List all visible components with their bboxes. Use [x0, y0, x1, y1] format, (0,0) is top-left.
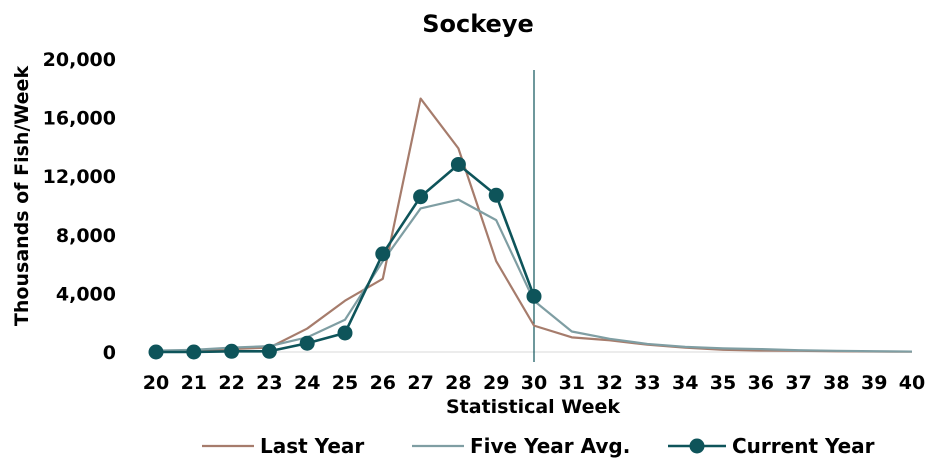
data-point	[337, 325, 353, 341]
x-tick-label: 29	[483, 372, 509, 394]
data-point	[450, 156, 466, 172]
y-tick-label: 0	[103, 342, 116, 364]
x-axis-label: Statistical Week	[446, 396, 620, 418]
y-tick-label: 12,000	[43, 166, 116, 188]
y-axis-label: Thousands of Fish/Week	[11, 66, 33, 327]
x-tick-label: 21	[181, 372, 207, 394]
x-tick-label: 32	[596, 372, 622, 394]
x-tick-label: 25	[332, 372, 358, 394]
x-tick-label: 37	[785, 372, 811, 394]
data-point	[148, 344, 164, 360]
x-tick-label: 33	[634, 372, 660, 394]
x-tick-label: 26	[370, 372, 396, 394]
data-point	[488, 187, 504, 203]
x-tick-label: 30	[521, 372, 547, 394]
x-tick-label: 38	[823, 372, 849, 394]
x-tick-label: 20	[143, 372, 169, 394]
y-tick-label: 20,000	[43, 49, 116, 71]
x-tick-label: 27	[407, 372, 433, 394]
x-axis-ticks: 20 21 22 23 24 25 26 27 28 29 30 31 32 33 34 35 36 37 38 39…	[143, 372, 925, 394]
data-point	[261, 343, 277, 359]
data-point	[413, 189, 429, 205]
data-point	[224, 343, 240, 359]
legend-marker	[689, 438, 705, 454]
series-line-3	[156, 163, 536, 354]
legend-label: Last Year	[260, 434, 364, 458]
x-tick-label: 22	[218, 372, 244, 394]
x-tick-label: 23	[256, 372, 282, 394]
y-tick-label: 16,000	[43, 108, 116, 130]
data-point	[299, 335, 315, 351]
x-tick-label: 24	[294, 372, 320, 394]
x-tick-label: 35	[710, 372, 736, 394]
series-group	[148, 97, 913, 360]
x-tick-label: 31	[559, 372, 585, 394]
y-tick-label: 8,000	[56, 225, 116, 247]
data-point	[375, 246, 391, 262]
y-axis-ticks: 0 4,000 8,000 12,000 16,000 20,000	[43, 49, 116, 364]
y-tick-label: 4,000	[56, 283, 116, 305]
data-point	[186, 344, 202, 360]
data-point	[526, 288, 542, 304]
x-tick-label: 39	[861, 372, 887, 394]
x-tick-label: 28	[445, 372, 471, 394]
x-tick-label: 36	[748, 372, 774, 394]
legend-label: Five Year Avg.	[470, 434, 630, 458]
legend: Last Year Five Year Avg. Current Year	[202, 434, 875, 458]
x-tick-label: 34	[672, 372, 698, 394]
legend-label: Current Year	[732, 434, 875, 458]
x-tick-label: 40	[899, 372, 925, 394]
chart-title: Sockeye	[422, 10, 534, 38]
